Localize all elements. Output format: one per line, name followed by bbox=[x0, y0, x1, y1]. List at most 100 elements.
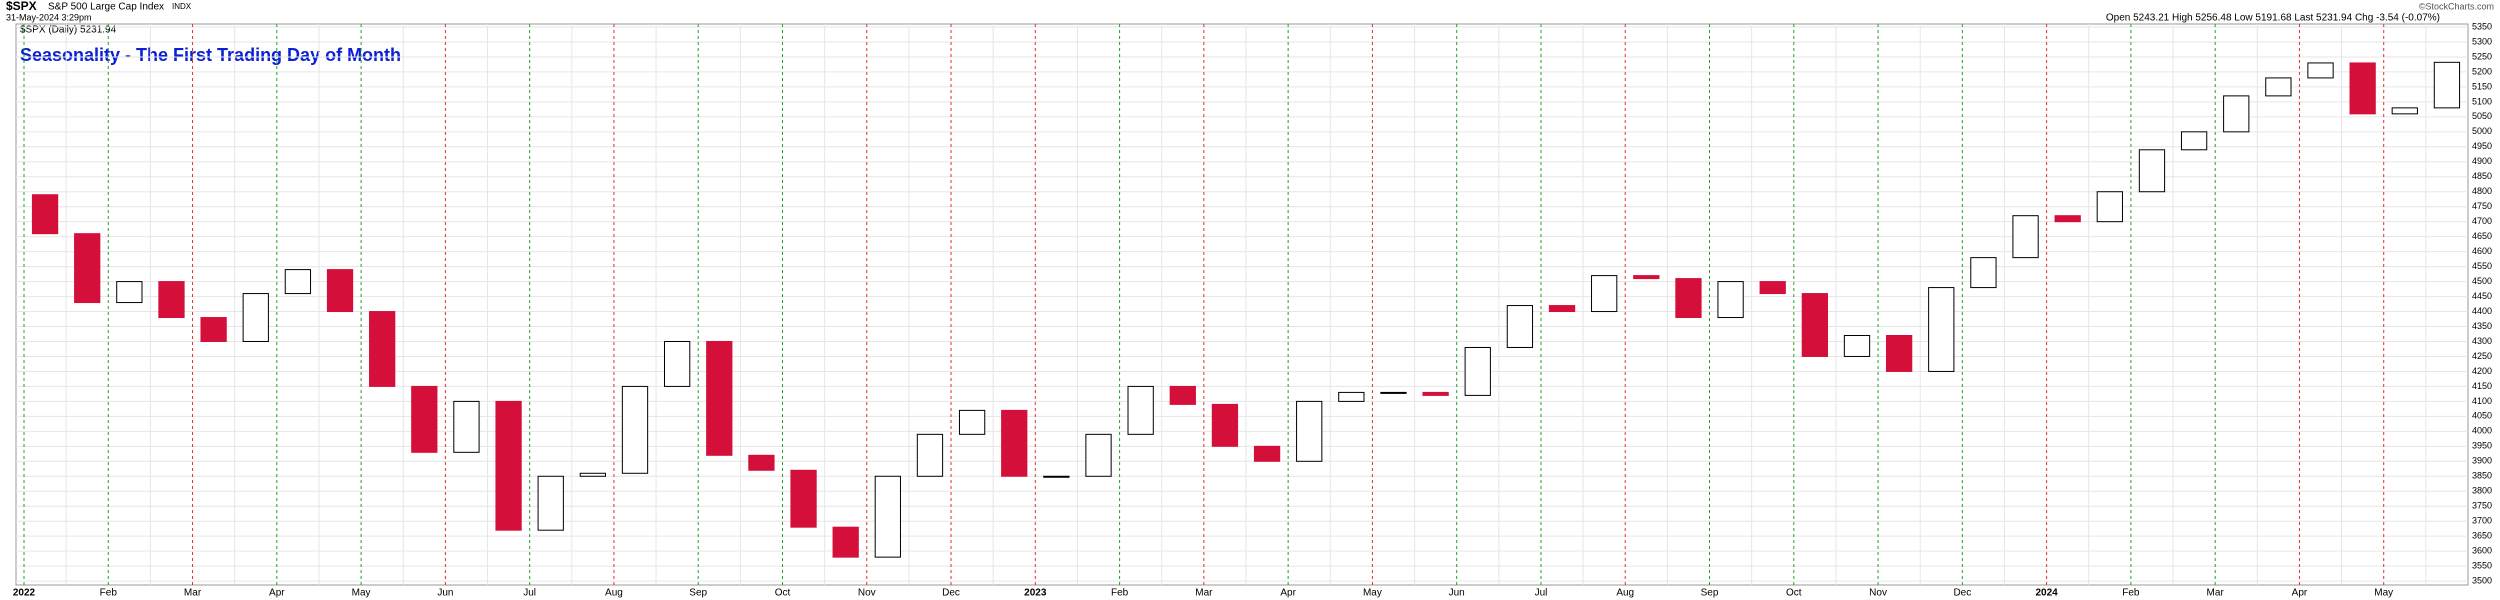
y-tick-label: 4800 bbox=[2472, 186, 2492, 196]
candle bbox=[242, 293, 269, 342]
x-tick-label: Aug bbox=[1616, 588, 1634, 599]
x-tick-label: Aug bbox=[605, 588, 623, 599]
candle bbox=[284, 269, 312, 295]
candle bbox=[2391, 107, 2418, 115]
x-tick-label: Sep bbox=[689, 588, 707, 599]
candle bbox=[579, 472, 607, 477]
x-tick-label: Oct bbox=[1786, 588, 1802, 599]
candle bbox=[1928, 287, 1955, 372]
candle bbox=[916, 433, 944, 477]
x-tick-label: May bbox=[1363, 588, 1382, 599]
candle bbox=[2433, 61, 2461, 109]
candle bbox=[1296, 400, 1323, 462]
y-tick-label: 4300 bbox=[2472, 336, 2492, 346]
y-tick-label: 4550 bbox=[2472, 261, 2492, 271]
candle bbox=[748, 454, 775, 471]
y-tick-label: 5300 bbox=[2472, 36, 2492, 46]
candle bbox=[2096, 191, 2123, 223]
candle bbox=[2012, 215, 2039, 259]
y-tick-label: 4700 bbox=[2472, 216, 2492, 226]
candle bbox=[411, 385, 438, 453]
candle bbox=[326, 269, 354, 313]
y-tick-label: 5100 bbox=[2472, 96, 2492, 106]
y-tick-label: 4200 bbox=[2472, 366, 2492, 376]
candle bbox=[1801, 293, 1829, 357]
annotation: Seasonality - The First Trading Day of M… bbox=[20, 45, 401, 65]
y-tick-label: 3750 bbox=[2472, 501, 2492, 511]
candle bbox=[958, 409, 986, 435]
x-tick-label: Oct bbox=[775, 588, 791, 599]
y-tick-label: 3900 bbox=[2472, 456, 2492, 466]
y-tick-label: 5050 bbox=[2472, 111, 2492, 121]
x-tick-label: May bbox=[352, 588, 371, 599]
y-tick-label: 5250 bbox=[2472, 51, 2492, 61]
candle bbox=[495, 400, 522, 531]
candle bbox=[1759, 281, 1786, 295]
y-tick-label: 4250 bbox=[2472, 351, 2492, 361]
y-tick-label: 4900 bbox=[2472, 156, 2492, 166]
candle bbox=[1843, 335, 1871, 357]
x-tick-label: Feb bbox=[1111, 588, 1129, 599]
x-tick-label: Feb bbox=[2122, 588, 2140, 599]
y-tick-label: 4150 bbox=[2472, 381, 2492, 391]
candle bbox=[2307, 62, 2334, 79]
y-tick-label: 4050 bbox=[2472, 411, 2492, 421]
x-tick-label: Sep bbox=[1701, 588, 1719, 599]
y-tick-label: 3500 bbox=[2472, 575, 2492, 585]
candle bbox=[790, 469, 817, 528]
candle bbox=[74, 233, 101, 304]
candle bbox=[537, 475, 564, 531]
candle bbox=[663, 340, 691, 387]
candle bbox=[2180, 131, 2208, 151]
x-tick-label: Jun bbox=[1449, 588, 1465, 599]
candle bbox=[1464, 346, 1491, 396]
y-tick-label: 4750 bbox=[2472, 201, 2492, 211]
candle bbox=[31, 194, 59, 235]
y-tick-label: 4100 bbox=[2472, 396, 2492, 406]
x-tick-label: 2023 bbox=[1024, 588, 1047, 599]
y-tick-label: 4400 bbox=[2472, 306, 2492, 316]
candle bbox=[2265, 77, 2292, 97]
candle bbox=[2138, 149, 2166, 193]
candle bbox=[158, 281, 185, 319]
y-tick-label: 3550 bbox=[2472, 561, 2492, 571]
candle bbox=[1338, 391, 1365, 402]
candle bbox=[1380, 391, 1407, 394]
timestamp: 31-May-2024 3:29pm bbox=[6, 12, 92, 22]
candle bbox=[1001, 409, 1028, 477]
y-tick-label: 4350 bbox=[2472, 321, 2492, 331]
candle bbox=[1548, 305, 1576, 313]
candle bbox=[1506, 305, 1534, 348]
candle bbox=[1211, 403, 1239, 447]
candle bbox=[2223, 95, 2250, 133]
candle bbox=[2054, 215, 2081, 223]
candle bbox=[1085, 433, 1112, 477]
y-tick-label: 4950 bbox=[2472, 141, 2492, 151]
candle bbox=[1970, 257, 1997, 289]
x-tick-label: Nov bbox=[1869, 588, 1887, 599]
x-tick-label: Apr bbox=[2292, 588, 2308, 599]
x-tick-label: Jun bbox=[437, 588, 453, 599]
x-tick-label: Apr bbox=[1280, 588, 1296, 599]
y-tick-label: 4000 bbox=[2472, 426, 2492, 436]
candle bbox=[369, 311, 396, 387]
candle bbox=[1127, 385, 1154, 435]
candle bbox=[1717, 281, 1744, 319]
legend: $SPX (Daily) 5231.94 bbox=[20, 25, 117, 36]
y-tick-label: 3800 bbox=[2472, 486, 2492, 496]
candle bbox=[1633, 275, 1660, 280]
y-tick-label: 5350 bbox=[2472, 21, 2492, 31]
candle bbox=[453, 400, 480, 453]
candle bbox=[706, 340, 733, 456]
x-tick-label: Jul bbox=[1535, 588, 1548, 599]
y-tick-label: 4600 bbox=[2472, 246, 2492, 256]
candle bbox=[2349, 62, 2376, 115]
y-tick-label: 4650 bbox=[2472, 231, 2492, 241]
x-tick-label: Dec bbox=[942, 588, 960, 599]
y-tick-label: 3950 bbox=[2472, 441, 2492, 451]
exchange: INDX bbox=[172, 2, 192, 11]
y-tick-label: 3700 bbox=[2472, 516, 2492, 526]
x-tick-label: Dec bbox=[1953, 588, 1971, 599]
candle bbox=[1043, 475, 1070, 478]
